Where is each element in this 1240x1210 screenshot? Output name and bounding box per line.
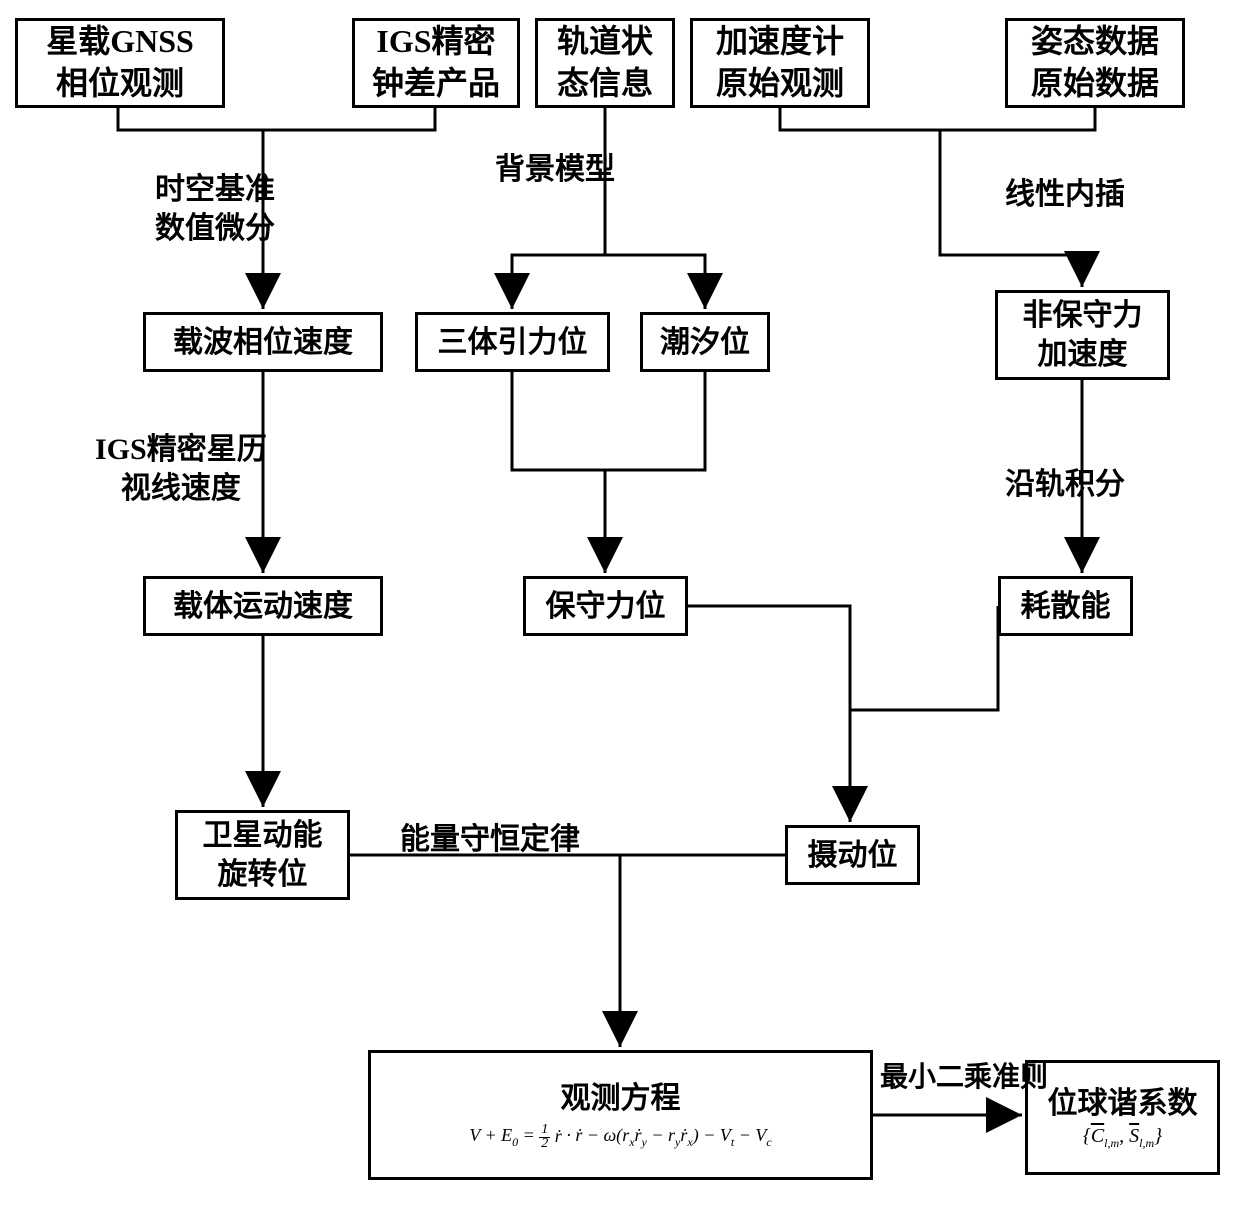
- node-noncons-accel: 非保守力加速度: [995, 290, 1170, 380]
- edge-label-lsq: 最小二乘准则: [880, 1060, 1048, 1096]
- node-orbit-state: 轨道状态信息: [535, 18, 675, 108]
- edge-label-energy-cons: 能量守恒定律: [400, 820, 580, 859]
- node-igs-clock: IGS精密钟差产品: [352, 18, 520, 108]
- node-kinetic-rotation: 卫星动能旋转位: [175, 810, 350, 900]
- observation-formula: V + E0 = 12 ṙ · ṙ − ω(rxṙy − ryṙx) − Vt …: [469, 1124, 771, 1150]
- node-observation-eq: 观测方程 V + E0 = 12 ṙ · ṙ − ω(rxṙy − ryṙx) …: [368, 1050, 873, 1180]
- coeff-formula: {Cl,m, Sl,m}: [1083, 1123, 1162, 1152]
- node-conservative-pot: 保守力位: [523, 576, 688, 636]
- node-spherical-coeff: 位球谐系数 {Cl,m, Sl,m}: [1025, 1060, 1220, 1175]
- edge-label-interp: 线性内插: [1005, 175, 1125, 214]
- node-gnss-phase: 星载GNSS相位观测: [15, 18, 225, 108]
- node-dissipation-energy: 耗散能: [998, 576, 1133, 636]
- node-carrier-phase-vel: 载波相位速度: [143, 312, 383, 372]
- node-tidal-pot: 潮汐位: [640, 312, 770, 372]
- node-threebody-pot: 三体引力位: [415, 312, 610, 372]
- edge-label-ephem: IGS精密星历视线速度: [95, 430, 267, 508]
- node-accel-raw: 加速度计原始观测: [690, 18, 870, 108]
- edge-label-orbit-int: 沿轨积分: [1005, 465, 1125, 504]
- node-attitude-raw: 姿态数据原始数据: [1005, 18, 1185, 108]
- node-carrier-vel: 载体运动速度: [143, 576, 383, 636]
- edge-label-bg-model: 背景模型: [495, 150, 615, 189]
- node-perturb-pot: 摄动位: [785, 825, 920, 885]
- edge-label-datum: 时空基准数值微分: [155, 170, 275, 248]
